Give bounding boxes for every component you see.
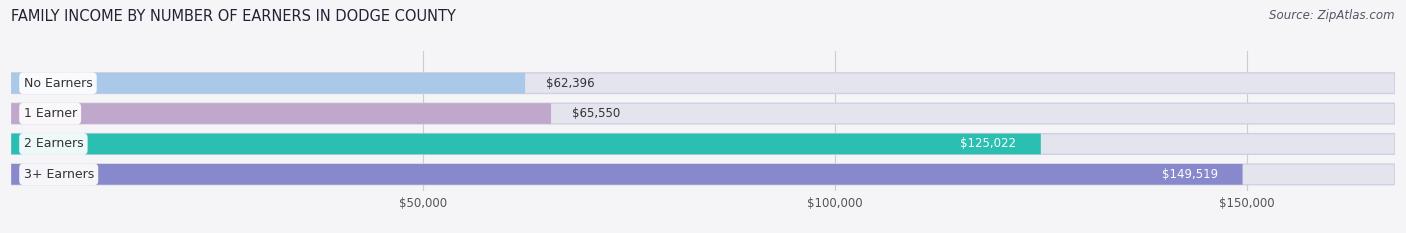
Text: $149,519: $149,519 xyxy=(1161,168,1218,181)
FancyBboxPatch shape xyxy=(11,73,1395,93)
Text: Source: ZipAtlas.com: Source: ZipAtlas.com xyxy=(1270,9,1395,22)
Text: $125,022: $125,022 xyxy=(960,137,1017,151)
Text: 3+ Earners: 3+ Earners xyxy=(24,168,94,181)
FancyBboxPatch shape xyxy=(11,164,1243,185)
Text: 1 Earner: 1 Earner xyxy=(24,107,77,120)
Text: $62,396: $62,396 xyxy=(546,77,595,90)
Text: No Earners: No Earners xyxy=(24,77,93,90)
Text: $65,550: $65,550 xyxy=(572,107,620,120)
FancyBboxPatch shape xyxy=(11,164,1395,185)
FancyBboxPatch shape xyxy=(11,134,1040,154)
FancyBboxPatch shape xyxy=(11,134,1395,154)
Text: 2 Earners: 2 Earners xyxy=(24,137,83,151)
FancyBboxPatch shape xyxy=(11,103,551,124)
Text: FAMILY INCOME BY NUMBER OF EARNERS IN DODGE COUNTY: FAMILY INCOME BY NUMBER OF EARNERS IN DO… xyxy=(11,9,456,24)
FancyBboxPatch shape xyxy=(11,73,524,93)
FancyBboxPatch shape xyxy=(11,103,1395,124)
